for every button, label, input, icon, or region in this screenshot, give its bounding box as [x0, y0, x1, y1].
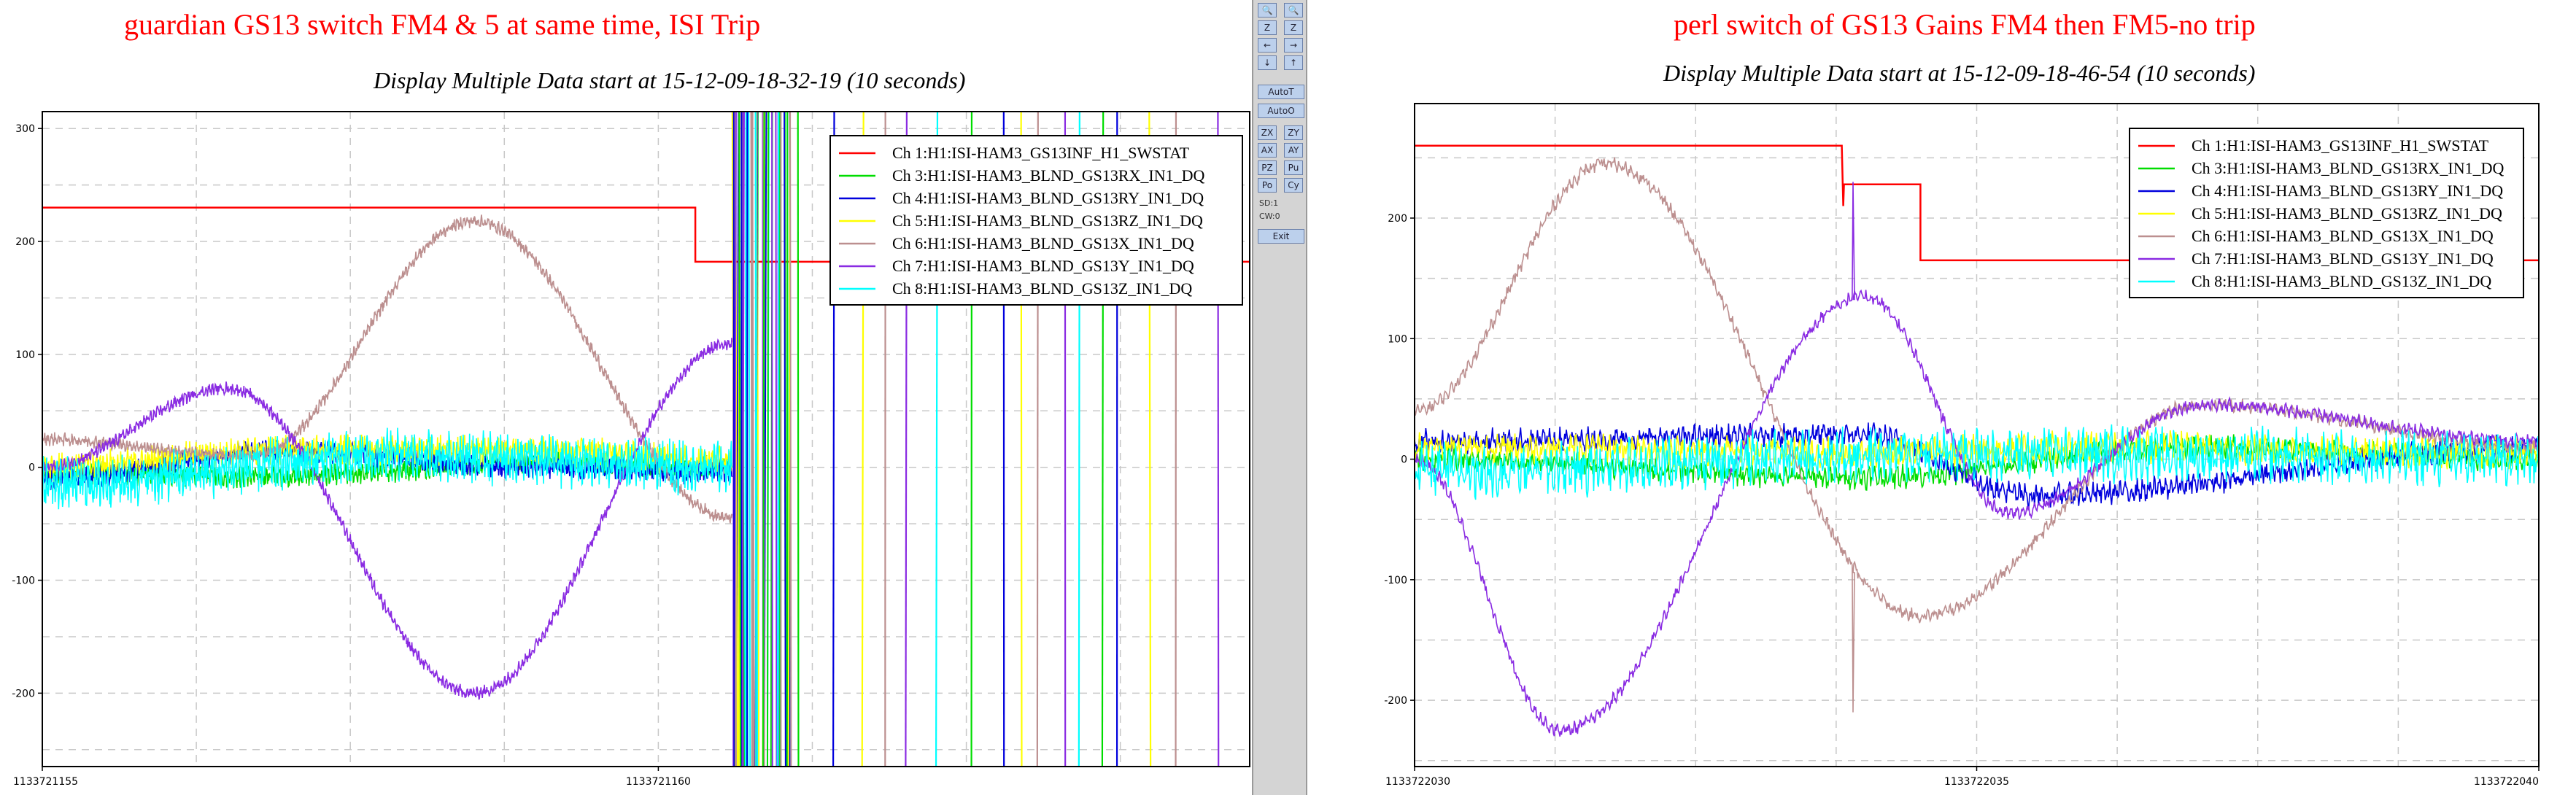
toolbar-button-13[interactable]: AY: [1284, 143, 1303, 158]
x-tick-label: 1133722040: [2474, 776, 2539, 788]
trip-trace: [789, 112, 792, 767]
trip-trace: [797, 112, 800, 767]
trip-trace: [738, 112, 742, 767]
legend-label: Ch 3:H1:ISI-HAM3_BLND_GS13RX_IN1_DQ: [892, 166, 1205, 185]
traces: [1415, 144, 2539, 737]
toolbar-button-9[interactable]: AutoO: [1258, 104, 1304, 118]
plot-frame: [42, 111, 1250, 767]
toolbar-status-18: SD:1: [1259, 198, 1279, 208]
x-tick-label: 1133721160: [626, 776, 691, 788]
series-line-ch6: [1415, 157, 2539, 713]
series-line-ch7: [1415, 182, 2539, 737]
trip-trace: [771, 112, 773, 767]
toolbar-button-4[interactable]: ←: [1258, 38, 1277, 53]
toolbar: 🔍 🔍 Z Z ← → ↓ ↑ AutoT AutoO ZX ZY AX AY PZ Pu Po Cy SD:1 CW…: [1252, 0, 1307, 795]
trip-trace: [762, 112, 765, 767]
toolbar-button-1[interactable]: 🔍: [1284, 3, 1303, 18]
series-line-ch6: [42, 214, 733, 524]
toolbar-button-10[interactable]: ZX: [1258, 125, 1277, 140]
right-panel-title: perl switch of GS13 Gains FM4 then FM5-n…: [1674, 8, 2256, 41]
y-tick-label: 200: [1388, 213, 1407, 225]
legend-label: Ch 6:H1:ISI-HAM3_BLND_GS13X_IN1_DQ: [2192, 227, 2494, 245]
toolbar-button-2[interactable]: Z: [1258, 20, 1277, 35]
toolbar-button-14[interactable]: PZ: [1258, 160, 1277, 175]
toolbar-button-15[interactable]: Pu: [1284, 160, 1303, 175]
trip-trace: [754, 112, 759, 767]
trip-oscillation-region: [731, 112, 1220, 767]
legend-label: Ch 8:H1:ISI-HAM3_BLND_GS13Z_IN1_DQ: [892, 279, 1192, 298]
trip-trace: [775, 112, 778, 767]
trip-trace: [750, 112, 754, 767]
y-tick-label: 300: [15, 123, 35, 135]
toolbar-button-16[interactable]: Po: [1258, 178, 1277, 193]
trip-trace: [732, 112, 735, 767]
trip-trace: [748, 112, 751, 767]
y-tick-label: -200: [12, 688, 35, 699]
y-tick-label: -100: [1384, 575, 1407, 586]
toolbar-button-20[interactable]: Exit: [1258, 229, 1304, 244]
toolbar-button-6[interactable]: ↓: [1258, 55, 1277, 70]
trip-trace: [784, 112, 786, 767]
legend-label: Ch 1:H1:ISI-HAM3_GS13INF_H1_SWSTAT: [892, 144, 1190, 162]
legend-label: Ch 5:H1:ISI-HAM3_BLND_GS13RZ_IN1_DQ: [892, 212, 1203, 230]
legend: Ch 1:H1:ISI-HAM3_GS13INF_H1_SWSTAT Ch 3:H…: [2129, 128, 2524, 298]
left-panel-subtitle: Display Multiple Data start at 15-12-09-…: [374, 67, 966, 93]
toolbar-button-5[interactable]: →: [1284, 38, 1303, 53]
toolbar-status-19: CW:0: [1259, 212, 1280, 221]
legend-box: [2129, 128, 2524, 298]
y-tick-label: 0: [1401, 454, 1407, 466]
x-tick-label: 1133722035: [1944, 776, 2009, 788]
legend-label: Ch 6:H1:ISI-HAM3_BLND_GS13X_IN1_DQ: [892, 234, 1194, 252]
trip-trace: [751, 112, 755, 767]
toolbar-button-3[interactable]: Z: [1284, 20, 1303, 35]
legend-label: Ch 5:H1:ISI-HAM3_BLND_GS13RZ_IN1_DQ: [2192, 204, 2502, 222]
legend-label: Ch 4:H1:ISI-HAM3_BLND_GS13RY_IN1_DQ: [892, 189, 1204, 207]
trip-trace: [767, 112, 770, 767]
toolbar-button-7[interactable]: ↑: [1284, 55, 1303, 70]
legend-box: [829, 135, 1243, 306]
toolbar-button-17[interactable]: Cy: [1284, 178, 1303, 193]
y-tick-label: 0: [28, 462, 35, 474]
x-tick-label: 1133722030: [1385, 776, 1450, 788]
toolbar-button-12[interactable]: AX: [1258, 143, 1277, 158]
series-line-ch1: [1415, 144, 2539, 262]
trip-trace: [776, 112, 781, 767]
series-line-ch8: [42, 427, 733, 510]
series-line-ch8: [1415, 424, 2539, 500]
chart-2: 200 100 0 -100 -200 1133722030 1133722035 11337…: [1384, 103, 2540, 788]
left-panel-title: guardian GS13 switch FM4 & 5 at same tim…: [124, 8, 761, 41]
y-tick-label: -100: [12, 575, 35, 587]
y-tick-label: 100: [15, 349, 35, 361]
y-tick-label: -200: [1384, 695, 1407, 707]
legend-label: Ch 8:H1:ISI-HAM3_BLND_GS13Z_IN1_DQ: [2192, 272, 2491, 290]
legend-label: Ch 7:H1:ISI-HAM3_BLND_GS13Y_IN1_DQ: [892, 257, 1194, 275]
chart-1: 300 200 100 0 -100 -200 1133721155 1133721160 Ch…: [12, 111, 1250, 788]
toolbar-button-0[interactable]: 🔍: [1258, 3, 1277, 18]
legend-label: Ch 4:H1:ISI-HAM3_BLND_GS13RY_IN1_DQ: [2192, 182, 2503, 200]
toolbar-button-11[interactable]: ZY: [1284, 125, 1303, 140]
series-line-ch5: [42, 434, 733, 484]
toolbar-button-8[interactable]: AutoT: [1258, 85, 1304, 99]
legend: Ch 1:H1:ISI-HAM3_GS13INF_H1_SWSTAT Ch 3:H…: [829, 135, 1243, 306]
y-tick-label: 100: [1388, 333, 1407, 345]
legend-label: Ch 7:H1:ISI-HAM3_BLND_GS13Y_IN1_DQ: [2192, 249, 2494, 268]
legend-label: Ch 3:H1:ISI-HAM3_BLND_GS13RX_IN1_DQ: [2192, 159, 2505, 177]
traces: [42, 112, 1250, 767]
right-panel-subtitle: Display Multiple Data start at 15-12-09-…: [1663, 60, 2256, 86]
trip-trace: [740, 112, 743, 767]
x-tick-label: 1133721155: [13, 776, 78, 788]
legend-label: Ch 1:H1:ISI-HAM3_GS13INF_H1_SWSTAT: [2192, 136, 2489, 155]
series-line-ch7: [42, 338, 733, 700]
y-tick-label: 200: [15, 236, 35, 248]
